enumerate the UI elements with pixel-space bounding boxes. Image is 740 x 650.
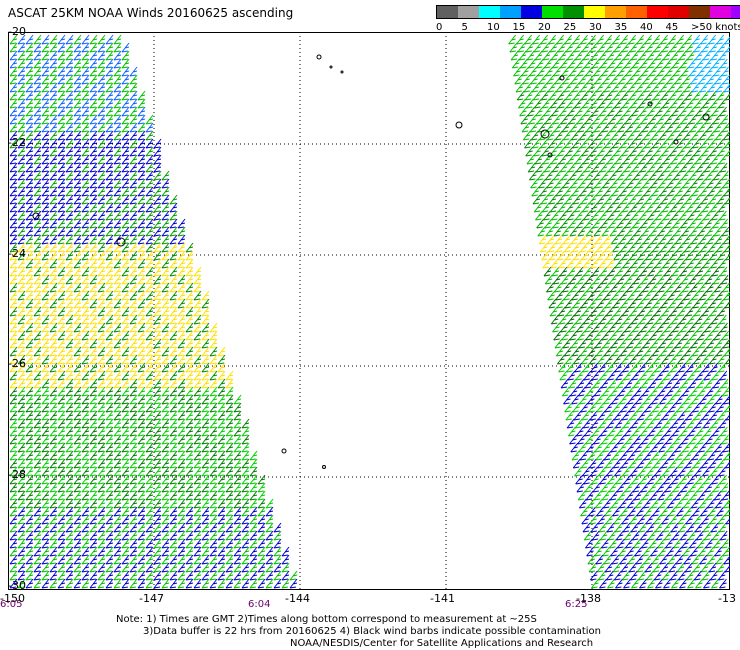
lon-tick-label: -150 [0, 592, 25, 605]
legend-swatch [437, 6, 458, 18]
island-outline [673, 139, 679, 145]
island-outline [329, 65, 333, 69]
legend-label: 0 [436, 22, 443, 33]
swath-time-label: 6:25 [565, 599, 588, 610]
island-outline [116, 237, 126, 247]
island-outline [316, 54, 322, 60]
legend-swatch [479, 6, 500, 18]
legend-swatch [605, 6, 626, 18]
legend-label: 20 [538, 22, 551, 33]
island-outline [340, 70, 344, 74]
legend-swatch [710, 6, 731, 18]
chart-title: ASCAT 25KM NOAA Winds 20160625 ascending [8, 6, 294, 20]
wind-barb-group [9, 34, 154, 133]
wind-map [8, 32, 730, 590]
island-outline [281, 448, 287, 454]
legend-swatch [542, 6, 563, 18]
wind-barb-group [9, 386, 266, 509]
island-outline [32, 212, 40, 220]
lon-tick-label: -141 [430, 592, 455, 605]
legend-color-bar [436, 5, 740, 19]
lon-tick-label: -147 [139, 592, 164, 605]
island-outline [547, 152, 553, 158]
note-line-3: NOAA/NESDIS/Center for Satellite Applica… [290, 638, 594, 649]
legend-swatch [731, 6, 740, 18]
wind-barb-group [9, 130, 730, 269]
wind-barb-group [9, 34, 730, 589]
legend-swatch [668, 6, 689, 18]
legend-labels: 0 5 10 15 20 25 30 35 40 45 >50 knots [436, 22, 740, 36]
note-line-1: Note: 1) Times are GMT 2)Times along bot… [116, 614, 537, 625]
wind-speed-legend: 0 5 10 15 20 25 30 35 40 45 >50 knots [436, 5, 740, 36]
swath-time-label: 6:04 [248, 599, 271, 610]
wind-barb-group [9, 130, 730, 589]
island-outline [455, 121, 463, 129]
legend-swatch [626, 6, 647, 18]
lon-tick-label: -138 [576, 592, 601, 605]
legend-label: 35 [614, 22, 628, 33]
legend-swatch [500, 6, 521, 18]
lat-tick-label: -22 [8, 136, 26, 149]
lat-tick-label: -28 [8, 468, 26, 481]
legend-swatch [689, 6, 710, 18]
island-outline [540, 129, 550, 139]
legend-label: 5 [461, 22, 468, 33]
wind-barbs [9, 34, 730, 589]
wind-barb-group [9, 234, 615, 389]
wind-barb-group [687, 34, 730, 93]
lat-tick-label: -20 [8, 25, 26, 38]
wind-barb-group [9, 362, 730, 509]
swath-time-label: 6:05 [0, 599, 23, 610]
lat-tick-label: -24 [8, 247, 26, 260]
map-frame [8, 32, 730, 590]
legend-swatch [521, 6, 542, 18]
legend-swatch [647, 6, 668, 18]
legend-label: 30 [589, 22, 602, 33]
island-outline [702, 113, 710, 121]
legend-label: 10 [487, 22, 500, 33]
legend-swatch [563, 6, 584, 18]
lat-tick-label: -26 [8, 357, 26, 370]
island-outline [647, 101, 653, 107]
legend-label: 25 [563, 22, 577, 33]
island-outline [322, 465, 326, 469]
lon-tick-label: -144 [285, 592, 310, 605]
island-outline [559, 75, 565, 81]
legend-label: 15 [512, 22, 526, 33]
lon-tick-label: -13 [718, 592, 736, 605]
legend-label: 40 [640, 22, 653, 33]
legend-swatch [458, 6, 479, 18]
wind-barb-group [9, 90, 730, 389]
legend-label: >50 knots [691, 22, 740, 33]
lat-tick-label: -30 [8, 579, 26, 592]
legend-swatch [584, 6, 605, 18]
wind-barb-group [543, 266, 730, 365]
legend-label: 45 [665, 22, 679, 33]
note-line-2: 3)Data buffer is 22 hrs from 20160625 4)… [143, 626, 601, 637]
